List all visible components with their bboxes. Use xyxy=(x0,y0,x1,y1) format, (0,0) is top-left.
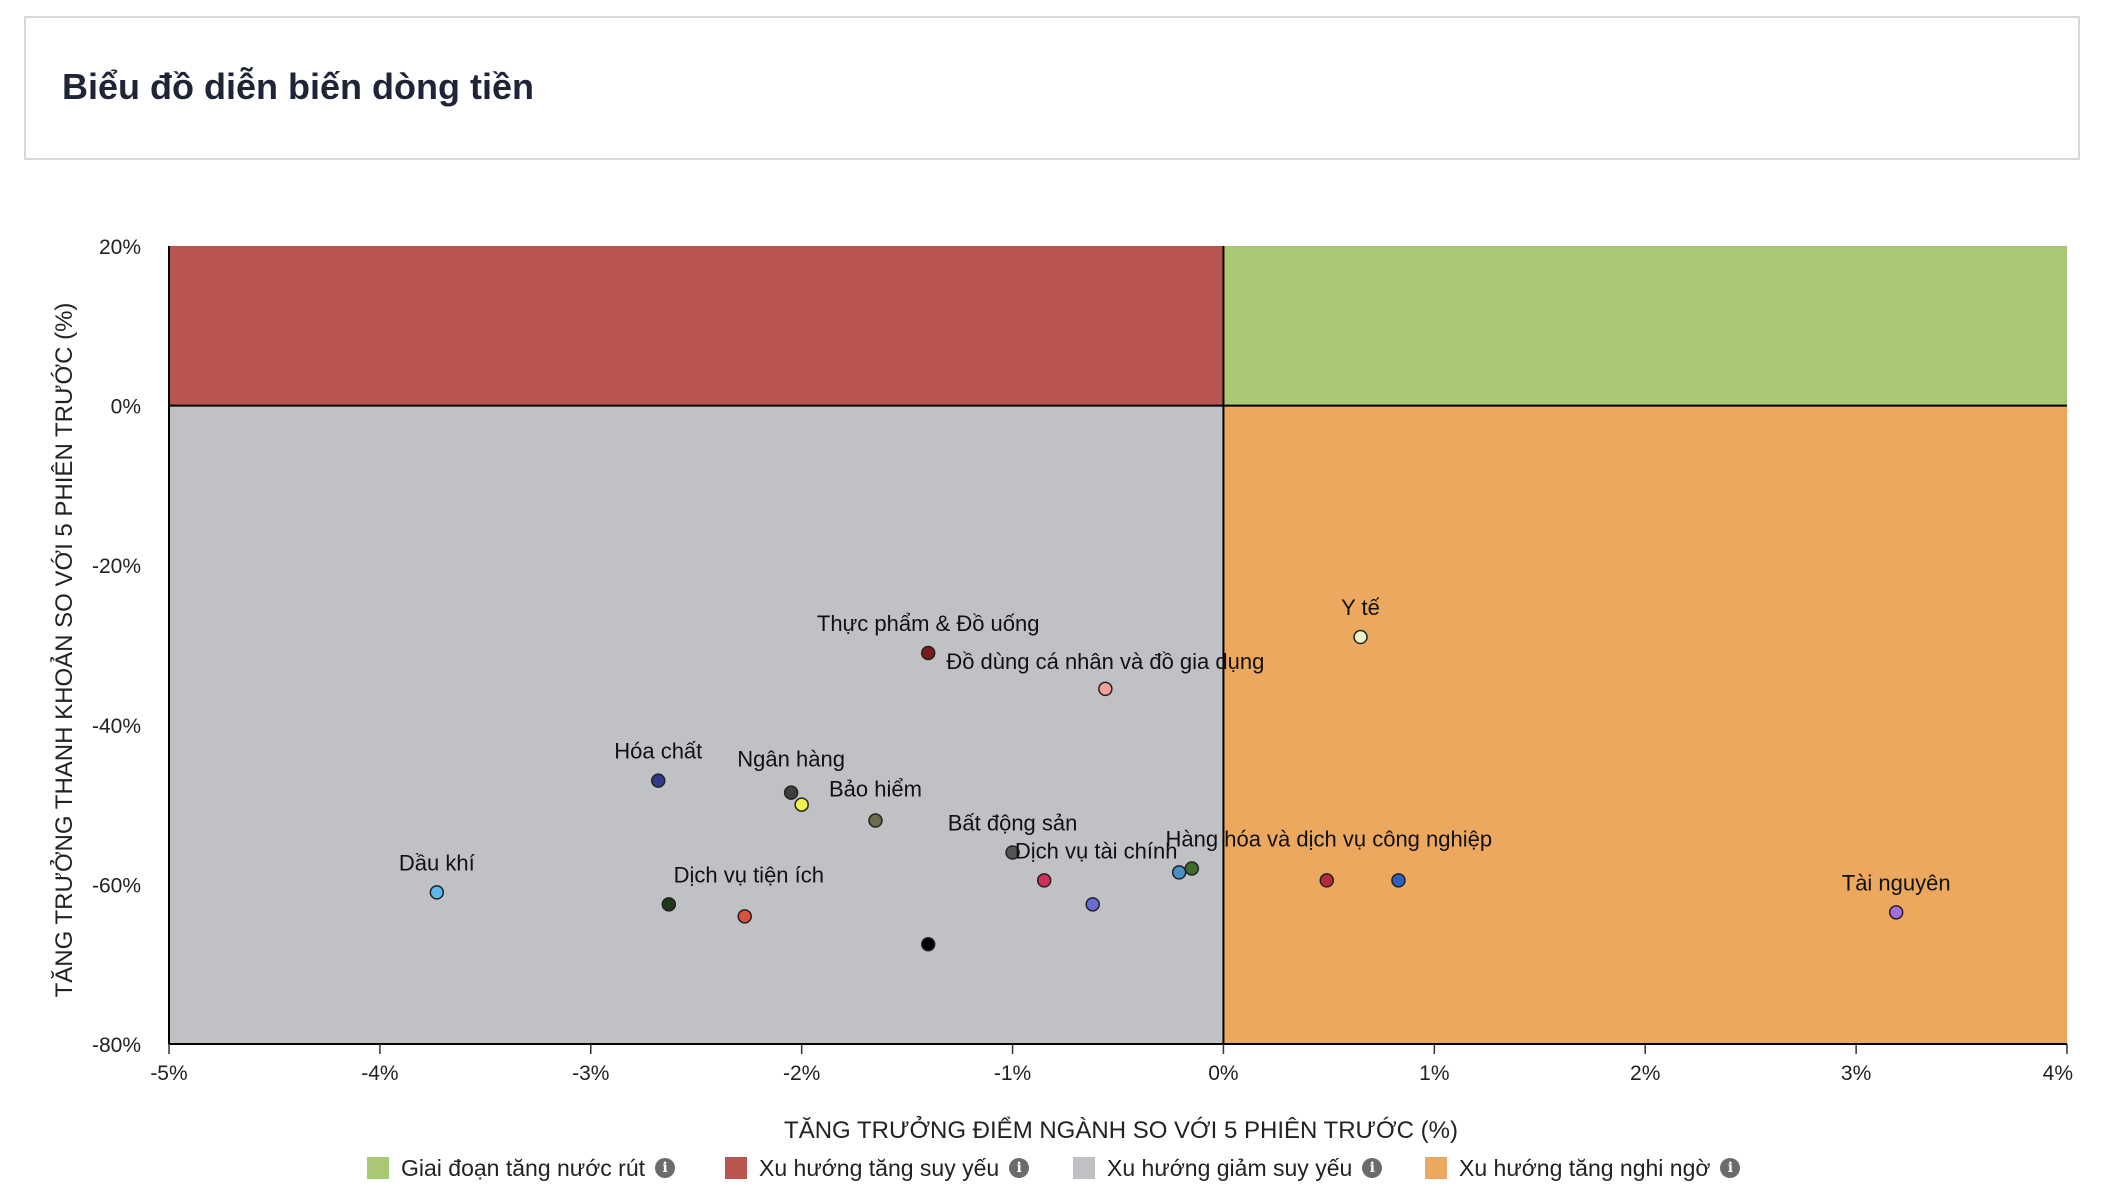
x-tick-label: 2% xyxy=(1630,1062,1660,1085)
legend-item-weakening-downtrend[interactable]: Xu hướng giảm suy yếu i xyxy=(1073,1150,1383,1186)
data-point[interactable] xyxy=(1085,897,1100,912)
x-axis-title: TĂNG TRƯỞNG ĐIỂM NGÀNH SO VỚI 5 PHIÊN TR… xyxy=(784,1115,1458,1144)
point-label: Bảo hiểm xyxy=(829,777,922,802)
point-label: Ngân hàng xyxy=(737,747,845,772)
y-tick-label: 20% xyxy=(99,236,141,259)
quadrant-0 xyxy=(1223,246,2067,406)
legend-label: Xu hướng tăng nghi ngờ xyxy=(1459,1154,1711,1181)
data-point[interactable] xyxy=(783,785,799,800)
info-icon[interactable]: i xyxy=(655,1158,676,1178)
point-label: Dịch vụ tài chính xyxy=(1015,838,1178,863)
x-tick-label: 3% xyxy=(1841,1062,1871,1085)
data-point[interactable] xyxy=(1391,873,1406,888)
data-point[interactable] xyxy=(1171,865,1187,880)
legend-label: Giai đoạn tăng nước rút xyxy=(401,1154,646,1181)
x-tick-label: -1% xyxy=(994,1062,1031,1085)
legend-label: Xu hướng giảm suy yếu xyxy=(1107,1154,1353,1181)
data-point[interactable] xyxy=(1319,873,1335,888)
x-tick-label: 1% xyxy=(1419,1062,1449,1085)
quadrant-3 xyxy=(1223,405,2067,1045)
data-point[interactable] xyxy=(1888,905,1904,920)
info-icon[interactable]: i xyxy=(1009,1158,1030,1178)
data-point[interactable] xyxy=(1005,845,1020,860)
chart-header-card xyxy=(24,16,2080,160)
quadrant-backgrounds xyxy=(169,246,2067,1045)
point-label: Bất động sản xyxy=(948,810,1078,835)
legend-swatch xyxy=(725,1157,747,1179)
legend-label: Xu hướng tăng suy yếu xyxy=(759,1154,1000,1181)
point-label: Hóa chất xyxy=(614,739,702,764)
y-tick-label: -60% xyxy=(92,874,141,897)
data-point[interactable] xyxy=(429,885,445,900)
data-point[interactable] xyxy=(920,937,936,952)
data-points xyxy=(429,629,1904,952)
legend-swatch xyxy=(367,1157,389,1179)
point-label: Thực phẩm & Đồ uống xyxy=(817,611,1040,636)
data-point[interactable] xyxy=(661,897,677,912)
legend-item-weakening-uptrend[interactable]: Xu hướng tăng suy yếu i xyxy=(725,1150,1030,1186)
point-label: Y tế xyxy=(1341,595,1380,620)
y-tick-label: -80% xyxy=(92,1034,141,1057)
point-label: Hàng hóa và dịch vụ công nghiệp xyxy=(1166,826,1493,851)
point-label: Dịch vụ tiện ích xyxy=(674,862,824,887)
page-title: Biểu đồ diễn biến dòng tiền xyxy=(62,66,534,107)
data-point[interactable] xyxy=(1098,681,1113,697)
x-tick-label: -2% xyxy=(783,1062,820,1085)
legend-swatch xyxy=(1425,1157,1447,1179)
x-tick-label: 4% xyxy=(2043,1062,2073,1085)
y-tick-label: -20% xyxy=(92,555,141,578)
point-label: Tài nguyên xyxy=(1842,870,1951,895)
point-label: Đồ dùng cá nhân và đồ gia dụng xyxy=(946,649,1264,674)
x-tick-label: -5% xyxy=(150,1062,187,1085)
data-point[interactable] xyxy=(868,813,883,828)
data-point[interactable] xyxy=(1184,861,1200,876)
data-point[interactable] xyxy=(920,645,936,661)
legend-swatch xyxy=(1073,1157,1095,1179)
data-point[interactable] xyxy=(1036,873,1052,888)
y-tick-label: 0% xyxy=(111,396,141,419)
point-labels: Thực phẩm & Đồ uống Đồ dùng cá nhân và đồ… xyxy=(399,595,1951,895)
y-tick-label: -40% xyxy=(92,715,141,738)
legend-item-sprint[interactable]: Giai đoạn tăng nước rút i xyxy=(367,1150,676,1186)
x-tick-label: -3% xyxy=(572,1062,609,1085)
legend-item-doubtful-uptrend[interactable]: Xu hướng tăng nghi ngờ i xyxy=(1425,1150,1741,1186)
axes: -5% -4% -3% -2% -1% 0% 1% 2% 3% 4% 20% 0% -20% -40% -6… xyxy=(92,236,2073,1085)
data-point[interactable] xyxy=(737,909,752,924)
info-icon[interactable]: i xyxy=(1720,1158,1741,1178)
info-icon[interactable]: i xyxy=(1362,1158,1383,1178)
data-point[interactable] xyxy=(651,773,666,788)
x-tick-label: 0% xyxy=(1208,1062,1238,1085)
data-point[interactable] xyxy=(1353,629,1368,645)
point-label: Dầu khí xyxy=(399,850,475,875)
y-axis-title: TĂNG TRƯỞNG THANH KHOẢN SO VỚI 5 PHIÊN T… xyxy=(49,303,78,998)
data-point[interactable] xyxy=(794,797,809,812)
chart-legend: Giai đoạn tăng nước rút i Xu hướng tăng … xyxy=(0,1150,2103,1186)
x-tick-label: -4% xyxy=(361,1062,398,1085)
quadrant-1 xyxy=(169,246,1224,406)
quadrant-2 xyxy=(169,405,1224,1045)
